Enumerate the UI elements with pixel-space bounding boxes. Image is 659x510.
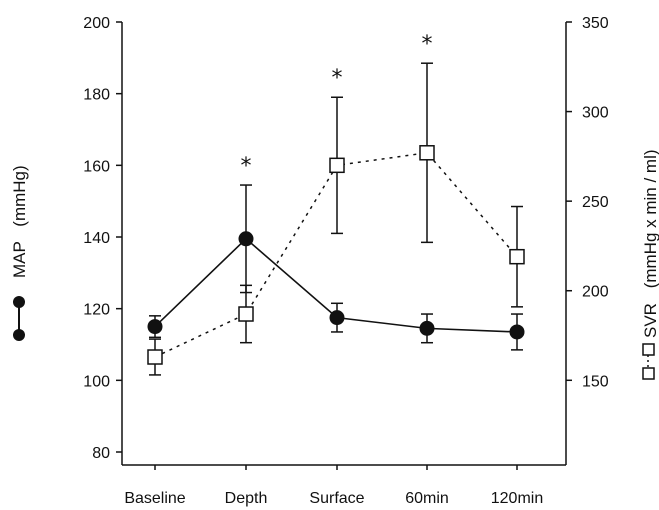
- map-point: [238, 231, 254, 247]
- right-tick-label: 200: [582, 284, 609, 301]
- svr-legend-marker: [642, 343, 655, 356]
- svr-point: [147, 349, 163, 365]
- significance-star: *: [241, 154, 252, 179]
- left-axis-label-name: MAP: [10, 241, 29, 278]
- left-tick-label: 200: [83, 15, 110, 32]
- significance-star: *: [332, 66, 343, 91]
- right-axis-label-name: SVR: [641, 303, 659, 338]
- svr-point: [238, 306, 254, 322]
- right-tick-label: 150: [582, 373, 609, 390]
- left-tick-label: 120: [83, 302, 110, 319]
- x-tick-label: Baseline: [124, 490, 185, 507]
- left-tick-label: 140: [83, 230, 110, 247]
- right-axis-legend: SVR (mmHg x min / ml): [641, 149, 659, 380]
- right-axis-label: SVR (mmHg x min / ml): [641, 149, 659, 338]
- map-series: [147, 184, 525, 351]
- left-axis-label: MAP (mmHg): [10, 165, 29, 278]
- map-legend-marker: [13, 329, 25, 341]
- left-tick-label: 100: [83, 373, 110, 390]
- right-tick-label: 250: [582, 194, 609, 211]
- significance-star: *: [422, 32, 433, 57]
- map-point: [509, 324, 525, 340]
- x-tick-label: Surface: [309, 490, 364, 507]
- x-tick-label: 60min: [405, 490, 449, 507]
- map-point: [147, 319, 163, 335]
- right-tick-label: 350: [582, 15, 609, 32]
- right-tick-label: 300: [582, 105, 609, 122]
- map-point: [419, 320, 435, 336]
- right-axis-label-unit: (mmHg x min / ml): [641, 149, 659, 288]
- left-axis-legend: MAP (mmHg): [10, 165, 29, 341]
- svr-line: [154, 151, 518, 358]
- svr-point: [329, 157, 345, 174]
- svr-point: [509, 248, 525, 265]
- left-tick-label: 180: [83, 87, 110, 104]
- map-point: [329, 310, 345, 326]
- left-tick-label: 80: [92, 445, 110, 462]
- x-tick-label: 120min: [491, 490, 543, 507]
- x-tick-label: Depth: [225, 490, 268, 507]
- svr-series: [147, 62, 525, 376]
- axes: 80 100 120 140 160 180 200 150 200 250 300 350 Basel…: [83, 15, 609, 507]
- left-axis-label-unit: (mmHg): [10, 165, 29, 226]
- svr-point: [419, 145, 435, 161]
- left-tick-label: 160: [83, 158, 110, 175]
- significance-markers: * * *: [241, 32, 433, 179]
- svr-legend-marker: [642, 367, 655, 380]
